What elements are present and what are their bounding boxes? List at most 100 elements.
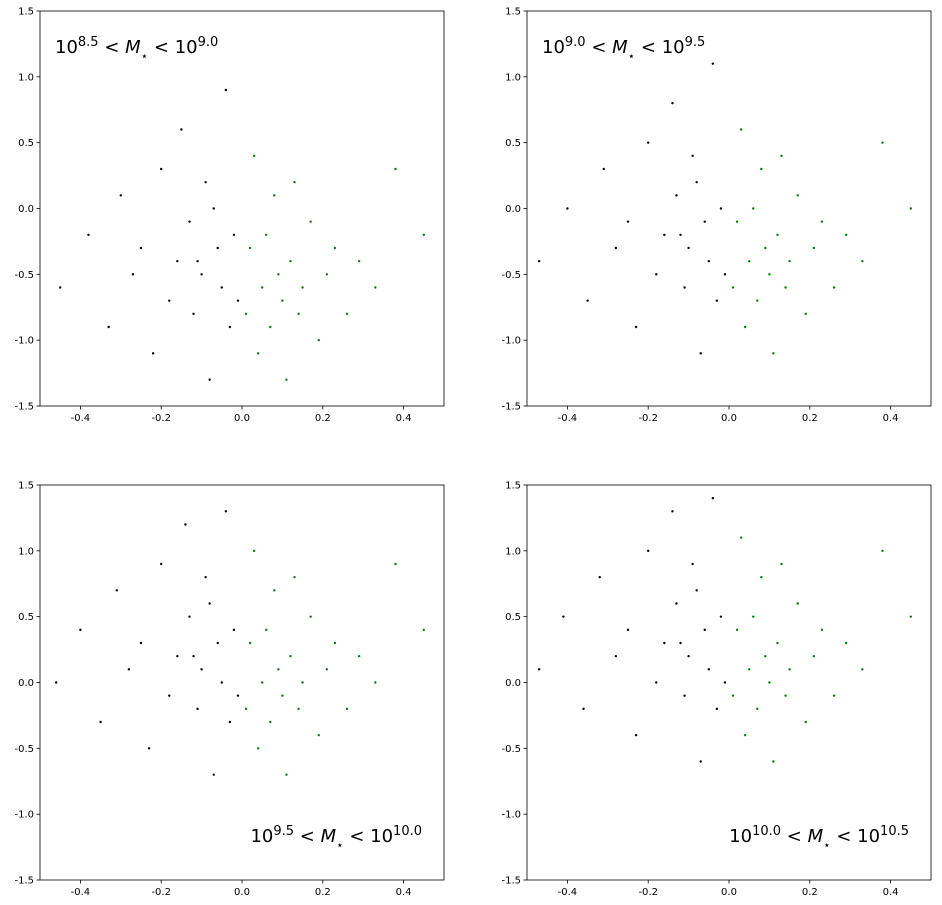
point — [293, 575, 296, 579]
point — [812, 246, 816, 250]
point — [832, 694, 836, 697]
x-tick-label: 0.4 — [396, 413, 412, 424]
y-tick-label: 1.5 — [18, 481, 34, 492]
annotation-part: < — [148, 37, 175, 58]
point — [723, 681, 727, 684]
y-tick-label: 1.0 — [18, 72, 34, 83]
point — [626, 220, 630, 223]
point — [224, 88, 228, 92]
point — [655, 681, 658, 684]
point — [788, 259, 791, 263]
annotation-part: < — [586, 37, 613, 58]
point — [711, 62, 715, 65]
point — [602, 167, 605, 171]
point — [99, 720, 102, 724]
annotation-part: < — [99, 37, 126, 58]
y-tick-label: 1.0 — [18, 546, 34, 557]
point — [325, 273, 329, 276]
point — [192, 654, 195, 658]
point — [711, 496, 715, 500]
annotation-part: 10 — [857, 826, 880, 847]
point — [147, 747, 151, 750]
point — [537, 259, 541, 263]
y-tick-label: 1.0 — [505, 546, 521, 557]
point — [687, 246, 690, 250]
annotation-part: ⋆ — [823, 838, 831, 852]
point — [180, 128, 183, 131]
point — [317, 338, 320, 342]
point — [909, 615, 912, 618]
point — [832, 286, 836, 289]
point — [79, 628, 82, 632]
x-tick-label: -0.2 — [151, 413, 171, 424]
point — [228, 720, 232, 724]
annotation-part: M — [808, 826, 824, 847]
point — [695, 180, 698, 184]
point — [208, 378, 211, 381]
point — [87, 233, 90, 237]
point — [151, 352, 155, 355]
y-tick-label: 1.5 — [505, 7, 521, 18]
annotation-part: < — [635, 37, 662, 58]
point — [663, 233, 666, 237]
point — [582, 707, 585, 711]
point — [297, 707, 300, 711]
x-tick-label: -0.4 — [558, 887, 578, 898]
point — [743, 325, 747, 329]
y-tick-label: -1.0 — [14, 336, 34, 347]
point — [285, 378, 288, 381]
x-tick-label: -0.4 — [71, 413, 91, 424]
point — [216, 246, 219, 250]
point — [244, 707, 248, 711]
point — [289, 259, 292, 263]
point — [301, 286, 304, 289]
point — [731, 694, 735, 697]
y-tick-label: -1.0 — [501, 336, 521, 347]
point — [345, 707, 349, 711]
point — [224, 510, 228, 513]
point — [881, 141, 884, 144]
annotation-part: < — [294, 826, 321, 847]
x-tick-label: -0.4 — [71, 887, 91, 898]
annotation: 108.5 < M⋆ < 109.0 — [55, 35, 218, 64]
point — [244, 312, 248, 316]
point — [537, 668, 541, 671]
point — [655, 273, 658, 276]
point — [881, 549, 884, 553]
y-tick-label: -0.5 — [501, 270, 521, 281]
point — [168, 299, 171, 302]
annotation-part: 10 — [729, 826, 752, 847]
annotation-part: < — [781, 826, 808, 847]
point — [160, 167, 163, 171]
point — [756, 299, 759, 302]
panel: -0.4 -0.2 0.0 0.2 0.4 -1.5 -1.0 -0.5 0.0 0.5 1.0 1.… — [501, 481, 932, 898]
annotation-part: 10.0 — [752, 824, 781, 839]
point — [188, 220, 191, 223]
y-tick-label: 0.5 — [505, 612, 521, 623]
point — [784, 286, 787, 289]
point — [200, 273, 203, 276]
point — [723, 273, 727, 276]
y-tick-label: 1.0 — [505, 72, 521, 83]
annotation-part: M — [612, 37, 628, 58]
panel: -0.4 -0.2 0.0 0.2 0.4 -1.5 -1.0 -0.5 0.0 0.5 1.0 1.… — [14, 7, 445, 424]
point — [812, 654, 816, 658]
x-tick-label: 0.2 — [315, 413, 331, 424]
point — [566, 207, 569, 210]
point — [691, 154, 694, 158]
point — [844, 233, 848, 237]
y-tick-label: 1.5 — [18, 7, 34, 18]
point — [59, 286, 62, 289]
y-tick-label: -1.5 — [14, 402, 34, 413]
point — [204, 575, 207, 579]
annotation-part: 10 — [175, 37, 198, 58]
point — [772, 352, 775, 355]
x-tick-label: 0.0 — [234, 887, 250, 898]
annotation-part: M — [321, 826, 337, 847]
point — [634, 733, 638, 737]
axes-frame — [526, 484, 932, 881]
annotation-part: 9.5 — [685, 35, 706, 50]
point — [909, 207, 912, 210]
point — [196, 707, 199, 711]
point — [374, 286, 377, 289]
